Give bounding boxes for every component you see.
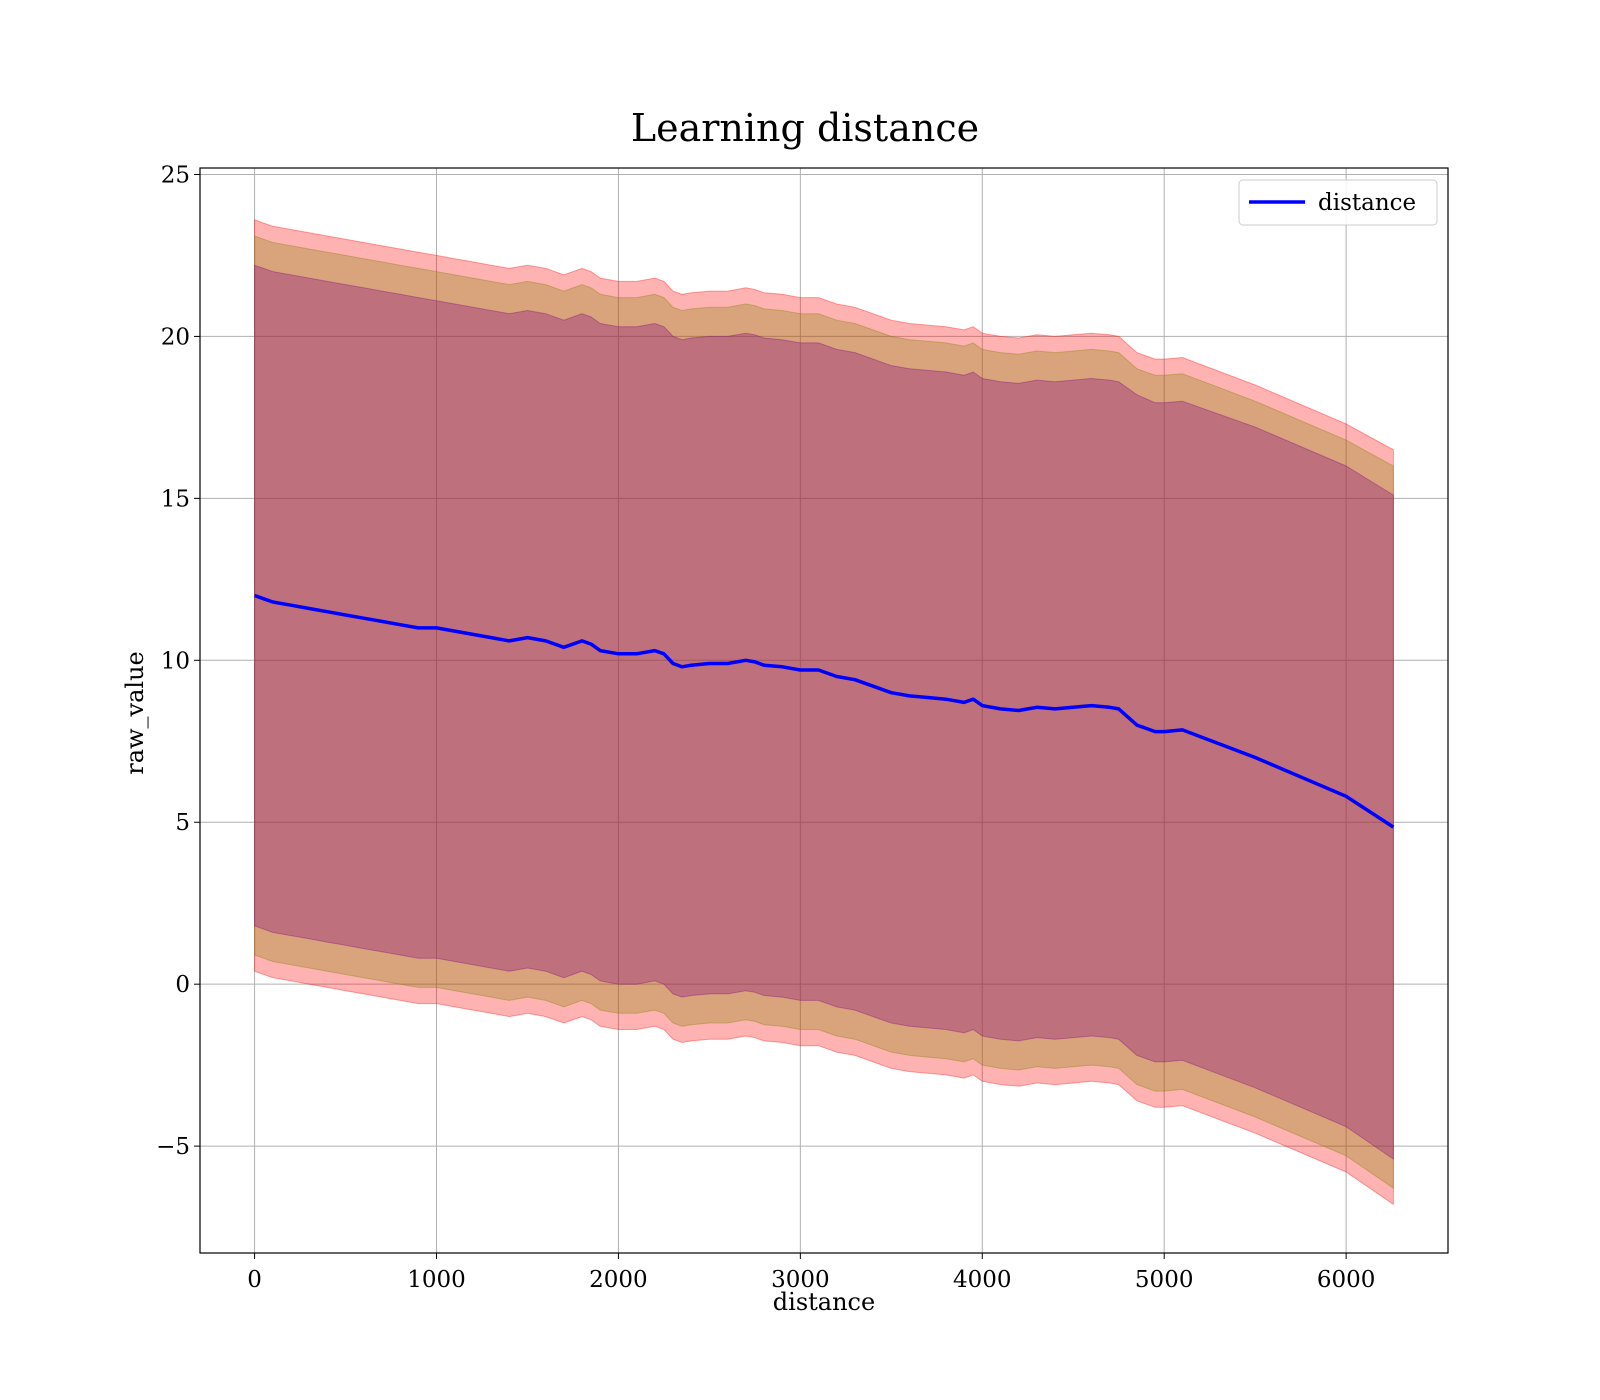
series-line-distance	[254, 593, 1395, 829]
x-tick-label-1: 1000	[407, 1267, 466, 1293]
grid-lines	[200, 168, 1448, 1253]
y-axis-label: raw_value	[121, 651, 149, 775]
x-tick-label-2: 2000	[589, 1267, 648, 1293]
legend-entry-distance: distance	[1318, 190, 1416, 216]
chart-title: Learning distance	[631, 106, 979, 150]
x-axis-ticks: 0 1000 2000 3000 4000 5000 6000	[247, 1253, 1375, 1293]
legend: distance	[1238, 179, 1438, 226]
y-tick-label-3: 10	[161, 648, 190, 674]
y-tick-label-5: 20	[161, 324, 190, 350]
y-tick-label-2: 5	[175, 810, 190, 836]
y-tick-label-6: 25	[161, 162, 190, 188]
x-tick-label-4: 4000	[953, 1267, 1012, 1293]
band-mid	[254, 235, 1394, 1190]
y-axis-ticks: −5 0 5 10 15 20 25	[156, 162, 200, 1160]
x-axis-label: distance	[773, 1288, 875, 1316]
x-tick-label-0: 0	[247, 1267, 262, 1293]
x-tick-label-6: 6000	[1317, 1267, 1376, 1293]
confidence-bands	[254, 219, 1394, 1206]
x-tick-label-3: 3000	[771, 1267, 830, 1293]
band-outer	[254, 219, 1394, 1206]
y-tick-label-4: 15	[161, 486, 190, 512]
x-tick-label-5: 5000	[1135, 1267, 1194, 1293]
series-lines	[254, 593, 1395, 829]
plot-area-frame	[199, 167, 1449, 1254]
y-tick-label-0: −5	[156, 1134, 190, 1160]
y-tick-label-1: 0	[175, 972, 190, 998]
legend-box	[1238, 179, 1438, 226]
band-inner	[254, 264, 1394, 1161]
